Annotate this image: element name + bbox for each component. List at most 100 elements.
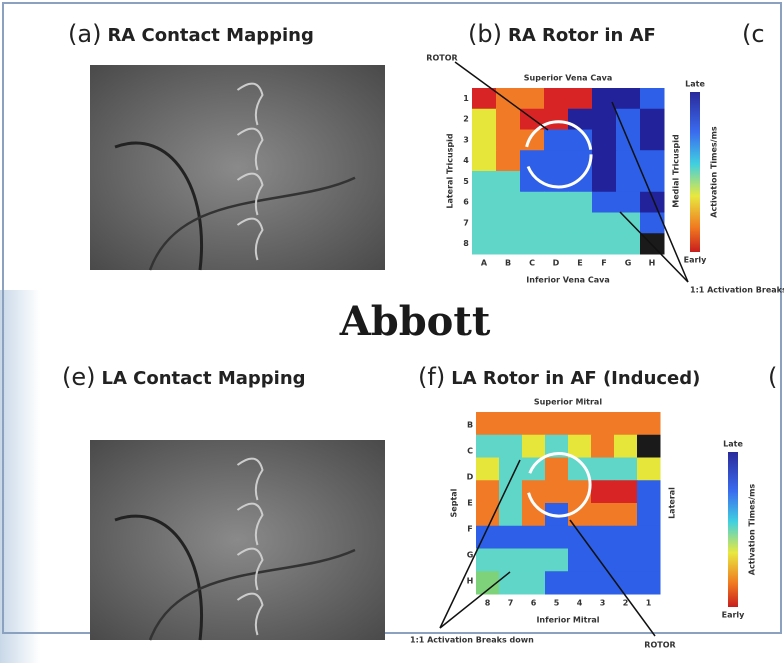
text: 6 <box>463 198 469 207</box>
text: D <box>553 259 560 268</box>
text: LA Contact Mapping <box>102 368 306 389</box>
heatmap-cell <box>499 435 523 458</box>
text: Lateral <box>668 487 677 519</box>
text: Inferior Mitral <box>536 616 599 625</box>
text: (e) <box>62 363 96 391</box>
heatmap-cell <box>614 526 638 549</box>
heatmap-cell <box>545 458 569 481</box>
heatmap-cell <box>544 233 569 254</box>
heatmap-cell <box>499 526 523 549</box>
text: ROTOR <box>644 641 675 650</box>
text: Superior Mitral <box>534 398 602 407</box>
heatmap-cell <box>637 412 661 435</box>
heatmap-cell <box>640 192 665 213</box>
text: 3 <box>600 599 606 608</box>
heatmap-cell <box>568 233 593 254</box>
heatmap-cell <box>591 549 615 572</box>
heatmap-cell <box>496 109 521 130</box>
text: G <box>625 259 632 268</box>
heatmap-cell <box>544 150 569 171</box>
heatmap-cell <box>520 88 545 109</box>
heatmap-cell <box>614 549 638 572</box>
text: Early <box>722 611 746 620</box>
heatmap-cell <box>476 412 500 435</box>
text: Inferior Vena Cava <box>526 276 609 285</box>
text: 4 <box>577 599 583 608</box>
heatmap-cell <box>472 213 497 234</box>
heatmap-cell <box>545 549 569 572</box>
text: ( <box>768 363 777 391</box>
heatmap-cell <box>637 480 661 503</box>
heatmap-cell <box>568 171 593 192</box>
heatmap-cell <box>640 150 665 171</box>
heatmap-cell <box>522 412 546 435</box>
page: Abbott (a) RA Contact Mapping (b) RA Rotor i… <box>0 0 784 663</box>
heatmap-cell <box>545 526 569 549</box>
text: E <box>467 499 472 508</box>
fluoro-image <box>90 440 385 640</box>
text: RA Contact Mapping <box>107 25 313 46</box>
heatmap-cell <box>476 480 500 503</box>
heatmap-cell <box>640 88 665 109</box>
heatmap-cell <box>472 233 497 254</box>
text: RA Rotor in AF <box>508 25 656 46</box>
text: E <box>577 259 582 268</box>
text: G <box>467 551 474 560</box>
heatmap-cell <box>496 171 521 192</box>
heatmap-cell <box>640 130 665 151</box>
heatmap-cell <box>472 150 497 171</box>
heatmap-cell <box>545 480 569 503</box>
heatmap-cell <box>496 213 521 234</box>
heatmap-cell <box>472 130 497 151</box>
text: C <box>529 259 535 268</box>
heatmap-cell <box>640 109 665 130</box>
text: (b) <box>468 20 502 48</box>
heatmap-cell <box>568 412 592 435</box>
heatmap-cell <box>499 503 523 526</box>
heatmap-cell <box>499 480 523 503</box>
heatmap-cell <box>520 192 545 213</box>
heatmap-cell <box>544 130 569 151</box>
heatmap-cell <box>592 171 617 192</box>
heatmap-cell <box>545 412 569 435</box>
heatmap-cell <box>568 213 593 234</box>
text: C <box>467 447 473 456</box>
heatmap-cell <box>476 503 500 526</box>
text: 8 <box>463 239 469 248</box>
heatmap-cell <box>496 130 521 151</box>
heatmap-cell <box>591 526 615 549</box>
heatmap-cell <box>499 571 523 594</box>
text: (a) <box>68 20 101 48</box>
heatmap-cell <box>522 503 546 526</box>
text: F <box>467 525 472 534</box>
heatmap-cell <box>520 213 545 234</box>
heatmap-cell <box>496 88 521 109</box>
heatmap-cell <box>544 213 569 234</box>
heatmap-cell <box>616 192 641 213</box>
heatmap-cell <box>520 150 545 171</box>
text: D <box>467 473 474 482</box>
heatmap-cell <box>592 192 617 213</box>
heatmap-cell <box>592 109 617 130</box>
text: Superior Vena Cava <box>524 74 612 83</box>
heatmap-cell <box>472 192 497 213</box>
heatmap-cell <box>522 571 546 594</box>
heatmap-cell <box>544 109 569 130</box>
heatmap-cell <box>616 171 641 192</box>
heatmap-cell <box>522 549 546 572</box>
heatmap-cell <box>592 213 617 234</box>
heatmap-cell <box>591 480 615 503</box>
heatmap-cell <box>616 213 641 234</box>
heatmap-cell <box>496 192 521 213</box>
text: (f) <box>418 363 445 391</box>
heatmap-cell <box>496 150 521 171</box>
text: Abbott <box>339 298 491 345</box>
text: ROTOR <box>426 54 457 63</box>
text: 1:1 Activation Breaks Down <box>690 286 784 295</box>
heatmap-cell <box>591 412 615 435</box>
fluoro-image <box>90 65 385 270</box>
heatmap-cell <box>476 458 500 481</box>
text: Septal <box>450 488 459 517</box>
heatmap-cell <box>591 503 615 526</box>
heatmap-cell <box>637 435 661 458</box>
